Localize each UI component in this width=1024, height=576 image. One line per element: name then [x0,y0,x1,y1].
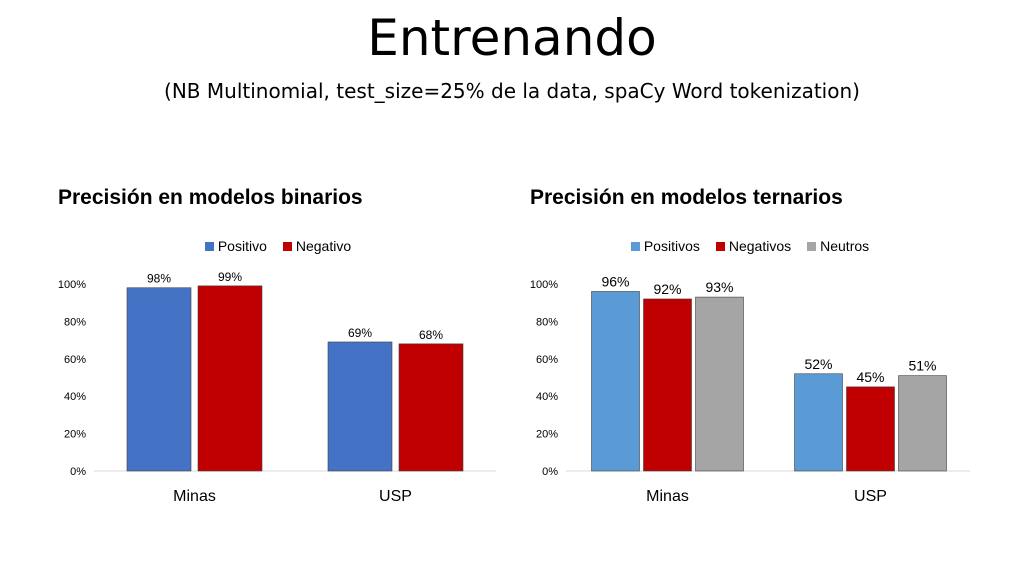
data-label: 98% [147,272,171,286]
y-tick-label: 100% [58,279,86,291]
x-category-label: Minas [173,488,216,505]
slide-title: Entrenando [367,9,657,67]
y-tick-label: 60% [64,354,86,366]
legend-item: Negativos [715,238,792,254]
ternary-models-chart: Precisión en modelos ternarios Positivos… [530,180,970,520]
legend-item: Positivos [630,238,700,254]
legend-item: Positivo [204,238,267,254]
data-label: 68% [419,328,443,342]
y-tick-label: 60% [536,354,558,366]
legend-swatch [282,241,292,251]
legend-label: Neutros [820,238,870,254]
x-category-label: USP [379,488,412,505]
data-label: 52% [804,356,832,372]
y-tick-label: 0% [542,466,558,478]
y-tick-label: 20% [536,429,558,441]
data-label: 69% [348,326,372,340]
bar [327,341,393,472]
y-tick-label: 40% [64,391,86,403]
bar [126,287,192,472]
chart-title: Precisión en modelos ternarios [530,186,843,209]
legend: Positivos Negativos Neutros [530,238,970,254]
bar [846,386,895,472]
data-label: 92% [653,281,681,297]
binary-models-chart: Precisión en modelos binarios Positivo Ne… [58,180,498,520]
data-label: 93% [705,279,733,295]
bar [794,373,843,472]
bar [591,291,640,472]
legend-swatch [715,241,725,251]
chart-title: Precisión en modelos binarios [58,186,363,209]
x-category-label: Minas [646,488,689,505]
slide-subtitle: (NB Multinomial, test_size=25% de la dat… [164,79,860,103]
legend: Positivo Negativo [58,238,498,254]
bar [643,298,692,472]
y-tick-label: 0% [70,466,86,478]
plot-area: 0% 20% 40% 60% 80% 100% 98% 99% Minas 69% 68% USP [58,270,496,505]
y-tick-label: 80% [64,316,86,328]
legend-item: Negativo [282,238,352,254]
y-tick-label: 80% [536,316,558,328]
y-tick-label: 100% [530,279,558,291]
legend-swatch [807,241,817,251]
bar [898,375,947,472]
legend-swatch [630,241,640,251]
bar [695,296,744,472]
data-label: 96% [601,273,629,289]
y-tick-label: 40% [536,391,558,403]
x-category-label: USP [854,488,887,505]
bar [197,285,263,472]
legend-item: Neutros [807,238,869,254]
data-label: 99% [218,270,242,284]
legend-label: Positivos [643,238,700,254]
data-label: 45% [856,369,884,385]
legend-label: Positivo [217,238,267,254]
plot-area: 0% 20% 40% 60% 80% 100% 96% 92% 93% Minas 52% 45% 51… [530,273,970,505]
y-tick-label: 20% [64,429,86,441]
legend-label: Negativos [728,238,792,254]
legend-swatch [204,241,214,251]
legend-label: Negativo [295,238,352,254]
data-label: 51% [908,358,936,374]
bar [398,343,464,472]
